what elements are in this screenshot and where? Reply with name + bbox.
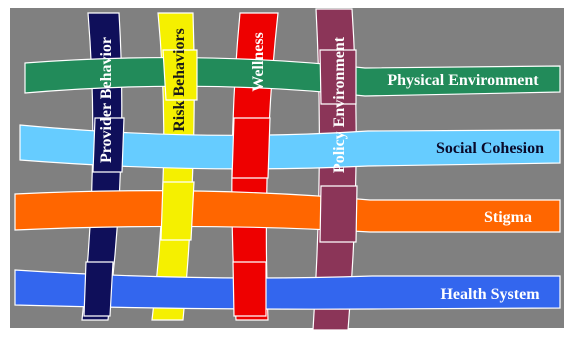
horizontal-ribbon-health-system: Health System (14, 269, 561, 310)
horizontal-ribbon-stigma: Stigma (14, 190, 561, 233)
label-stigma: Stigma (484, 209, 532, 226)
label-social-cohesion: Social Cohesion (436, 140, 544, 157)
weave-overlays (83, 49, 358, 317)
horizontal-ribbon-physical-environment: Physical Environment (24, 56, 561, 97)
label-physical-environment: Physical Environment (387, 72, 539, 89)
label-wellness: Wellness (250, 32, 267, 92)
horizontal-ribbon-social-cohesion: Social Cohesion (19, 124, 561, 170)
label-policy-environment: Policy Environment (331, 36, 348, 173)
label-provider-behavior: Provider Behavior (98, 37, 115, 163)
label-risk-behaviors: Risk Behaviors (171, 28, 188, 132)
label-health-system: Health System (440, 286, 540, 303)
